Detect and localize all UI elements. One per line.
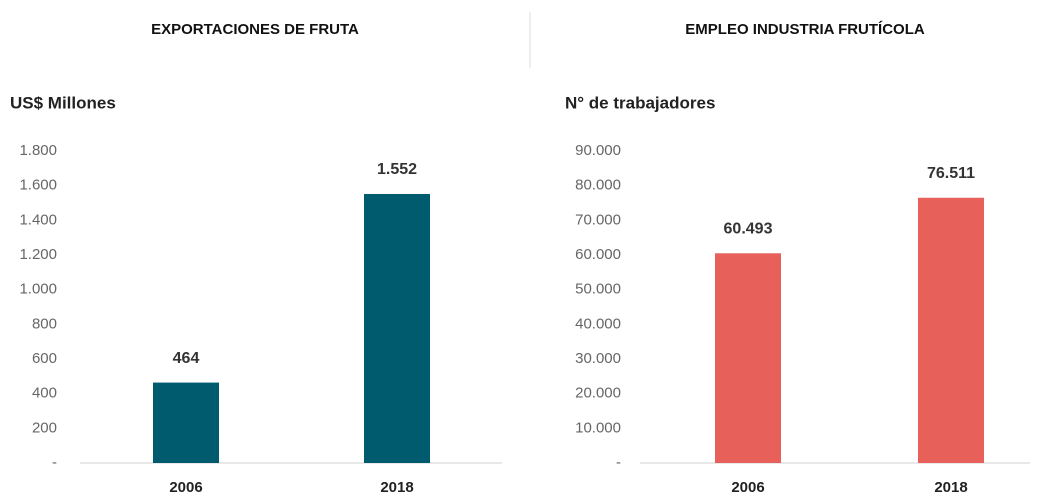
y-tick-label: 10.000 (575, 419, 621, 436)
x-tick-label: 2018 (934, 479, 967, 496)
value-label: 76.511 (927, 165, 975, 182)
y-tick-label: 1.800 (19, 142, 57, 159)
y-axis-label: US$ Millones (10, 93, 116, 112)
y-tick-label: 40.000 (575, 315, 621, 332)
y-tick-label: 60.000 (575, 246, 621, 263)
y-tick-label: 200 (32, 419, 57, 436)
y-tick-label: 50.000 (575, 281, 621, 298)
y-tick-label: - (616, 454, 621, 471)
x-tick-label: 2006 (731, 479, 764, 496)
bar (153, 382, 219, 463)
x-tick-label: 2018 (380, 479, 413, 496)
bar (918, 197, 984, 463)
y-tick-label: 800 (32, 315, 57, 332)
value-label: 464 (173, 350, 200, 367)
y-tick-label: - (52, 454, 57, 471)
value-label: 60.493 (724, 221, 773, 238)
y-tick-label: 90.000 (575, 142, 621, 159)
bar (364, 193, 430, 463)
y-tick-label: 600 (32, 350, 57, 367)
value-label: 1.552 (377, 161, 417, 178)
y-axis-label: N° de trabajadores (565, 93, 715, 112)
y-tick-label: 1.400 (19, 211, 57, 228)
x-tick-label: 2006 (169, 479, 202, 496)
y-tick-label: 70.000 (575, 211, 621, 228)
y-tick-label: 80.000 (575, 177, 621, 194)
y-tick-label: 1.200 (19, 246, 57, 263)
y-tick-label: 30.000 (575, 350, 621, 367)
bar (715, 253, 781, 463)
chart-title: EMPLEO INDUSTRIA FRUTÍCOLA (685, 21, 925, 38)
y-tick-label: 1.600 (19, 177, 57, 194)
y-tick-label: 1.000 (19, 281, 57, 298)
chart-title: EXPORTACIONES DE FRUTA (151, 21, 359, 38)
y-tick-label: 400 (32, 385, 57, 402)
y-tick-label: 20.000 (575, 385, 621, 402)
